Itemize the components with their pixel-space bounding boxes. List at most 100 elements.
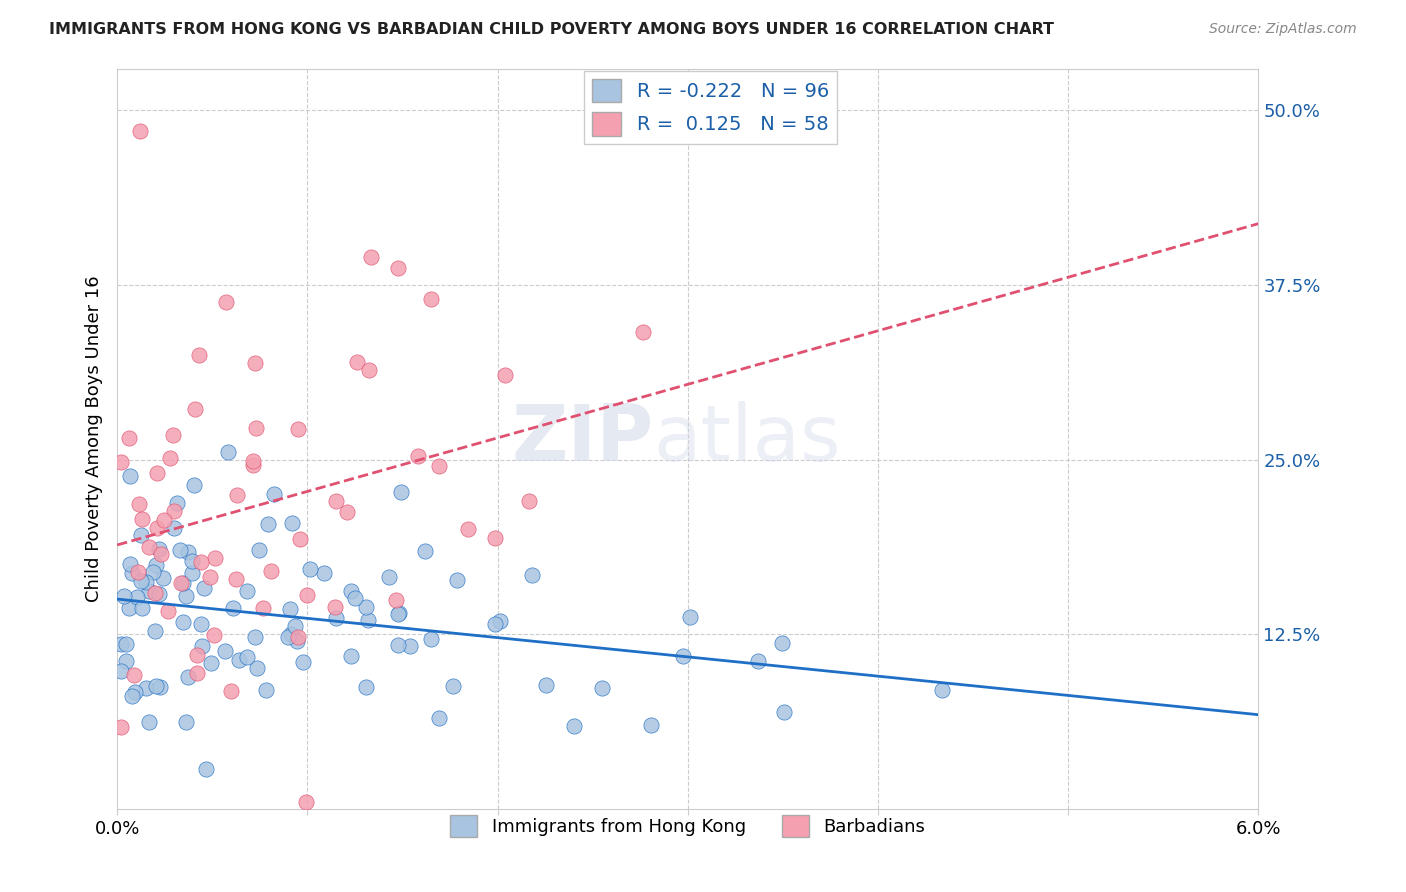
Point [115,637,138,651]
Text: Source: ZipAtlas.com: Source: ZipAtlas.com [1209,22,1357,37]
Point [446,573,468,587]
Point [228,653,250,667]
Point [181,554,204,568]
Point [143,585,166,599]
Point [263,487,285,501]
Point [202,628,225,642]
Point [484,617,506,632]
Point [287,422,309,436]
Point [118,558,141,572]
Point [772,705,794,719]
Point [387,638,409,652]
Point [112,589,135,603]
Point [222,600,245,615]
Point [354,599,377,614]
Point [138,714,160,729]
Point [398,639,420,653]
Legend: Immigrants from Hong Kong, Barbadians: Immigrants from Hong Kong, Barbadians [443,808,932,845]
Point [281,516,304,530]
Point [243,630,266,644]
Point [387,261,409,276]
Point [186,648,208,662]
Point [323,600,346,615]
Point [354,680,377,694]
Point [295,795,318,809]
Point [388,607,411,621]
Point [236,583,259,598]
Point [198,569,221,583]
Point [770,636,793,650]
Point [121,566,143,580]
Text: IMMIGRANTS FROM HONG KONG VS BARBADIAN CHILD POVERTY AMONG BOYS UNDER 16 CORRELA: IMMIGRANTS FROM HONG KONG VS BARBADIAN C… [49,22,1054,37]
Point [640,718,662,732]
Point [170,575,193,590]
Point [172,575,194,590]
Point [195,762,218,776]
Point [291,655,314,669]
Point [129,574,152,588]
Point [129,124,152,138]
Point [387,607,409,621]
Point [747,654,769,668]
Point [406,449,429,463]
Point [360,250,382,264]
Point [110,720,132,734]
Point [153,513,176,527]
Point [242,454,264,468]
Point [110,637,132,651]
Point [215,295,238,310]
Point [299,561,322,575]
Point [121,689,143,703]
Point [288,532,311,546]
Point [359,362,381,376]
Point [143,624,166,638]
Y-axis label: Child Poverty Among Boys Under 16: Child Poverty Among Boys Under 16 [86,276,103,602]
Point [181,566,204,580]
Point [131,512,153,526]
Point [378,570,401,584]
Point [252,601,274,615]
Point [193,581,215,595]
Point [214,644,236,658]
Point [247,543,270,558]
Point [245,356,267,370]
Point [146,466,169,480]
Point [127,566,149,580]
Point [591,681,613,696]
Point [633,325,655,339]
Point [312,566,335,580]
Point [145,679,167,693]
Point [110,455,132,469]
Point [190,555,212,569]
Point [146,521,169,535]
Point [131,601,153,615]
Point [128,497,150,511]
Point [254,682,277,697]
Point [325,493,347,508]
Point [131,528,153,542]
Point [441,679,464,693]
Point [149,548,172,562]
Point [118,468,141,483]
Point [325,611,347,625]
Point [177,670,200,684]
Point [679,609,702,624]
Point [427,458,450,473]
Point [135,575,157,590]
Point [138,584,160,599]
Point [219,684,242,698]
Point [174,715,197,730]
Point [295,588,318,602]
Point [186,665,208,680]
Text: ZIP: ZIP [512,401,654,477]
Point [190,640,212,654]
Point [389,485,412,500]
Point [110,664,132,678]
Point [522,567,544,582]
Point [125,590,148,604]
Point [190,616,212,631]
Point [277,630,299,644]
Point [488,614,510,628]
Point [534,678,557,692]
Point [340,649,363,664]
